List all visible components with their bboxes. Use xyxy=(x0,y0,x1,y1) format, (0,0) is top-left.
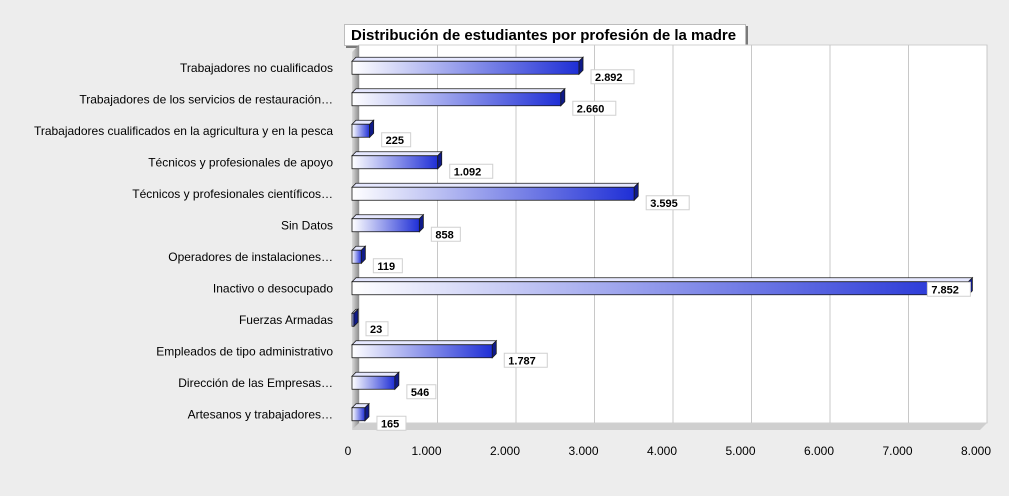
bar-top xyxy=(351,214,425,220)
x-tick-label: 5.000 xyxy=(725,444,755,458)
bar xyxy=(351,92,562,107)
category-label: Técnicos y profesionales de apoyo xyxy=(148,155,333,169)
bar xyxy=(351,186,635,201)
value-label-box xyxy=(449,163,494,179)
bar xyxy=(351,375,396,390)
category-label: Trabajadores de los servicios de restaur… xyxy=(79,92,333,106)
category-label: Artesanos y trabajadores… xyxy=(188,407,333,421)
bar-side xyxy=(633,182,639,202)
value-label: 23 xyxy=(370,324,382,336)
bar-top xyxy=(351,371,400,377)
category-label: Inactivo o desocupado xyxy=(213,281,333,295)
value-label-box xyxy=(381,132,412,148)
bar-top xyxy=(351,151,443,157)
bar xyxy=(351,344,493,359)
bar-side xyxy=(353,308,359,328)
plot-left-wall xyxy=(352,45,359,430)
x-tick-label: 3.000 xyxy=(568,444,598,458)
value-label-box xyxy=(365,321,389,337)
bar xyxy=(351,60,580,75)
bar xyxy=(351,123,371,138)
value-label: 1.092 xyxy=(454,166,482,178)
bar-side xyxy=(364,402,370,422)
x-tick-label: 0 xyxy=(345,444,352,458)
value-label: 2.660 xyxy=(577,103,605,115)
category-label: Empleados de tipo administrativo xyxy=(156,344,333,358)
value-label-box xyxy=(503,352,548,368)
x-tick-label: 7.000 xyxy=(882,444,912,458)
category-label: Técnicos y profesionales científicos… xyxy=(132,187,333,201)
category-label: Dirección de las Empresas… xyxy=(178,376,333,390)
category-label: Fuerzas Armadas xyxy=(239,313,333,327)
value-label: 225 xyxy=(386,135,404,147)
chart-title: Distribución de estudiantes por profesió… xyxy=(344,24,746,46)
bar-side xyxy=(578,56,584,76)
category-label: Trabajadores cualificados en la agricult… xyxy=(34,124,333,138)
value-label: 165 xyxy=(381,418,399,430)
value-label-box xyxy=(590,69,635,85)
value-label-box xyxy=(572,100,617,116)
value-label-box xyxy=(372,258,403,274)
bar-top xyxy=(351,88,566,94)
x-tick-label: 4.000 xyxy=(647,444,677,458)
bar-side xyxy=(437,150,443,170)
value-label: 3.595 xyxy=(650,198,678,210)
value-label-box xyxy=(926,281,971,297)
bar xyxy=(351,281,969,296)
x-tick-label: 6.000 xyxy=(804,444,834,458)
bar-top xyxy=(351,277,974,283)
bar-side xyxy=(560,87,566,107)
value-label: 7.852 xyxy=(931,284,959,296)
category-label: Operadores de instalaciones… xyxy=(168,250,333,264)
bar-side xyxy=(491,339,497,359)
category-label: Trabajadores no cualificados xyxy=(180,61,333,75)
bar-top xyxy=(351,182,640,188)
bar xyxy=(351,218,420,233)
category-label: Sin Datos xyxy=(281,218,333,232)
value-label: 546 xyxy=(411,387,429,399)
value-label: 1.787 xyxy=(508,355,536,367)
value-label-box xyxy=(376,415,407,431)
bar-top xyxy=(351,340,498,346)
bar-side xyxy=(360,245,366,265)
x-tick-label: 2.000 xyxy=(490,444,520,458)
value-label: 119 xyxy=(377,261,395,273)
value-label-box xyxy=(406,384,437,400)
bar-side xyxy=(418,213,424,233)
bar xyxy=(351,407,366,422)
x-tick-label: 8.000 xyxy=(961,444,991,458)
bar xyxy=(351,155,439,170)
value-label: 2.892 xyxy=(595,72,623,84)
bar-side xyxy=(369,119,375,139)
value-label-box xyxy=(430,226,461,242)
plot-floor xyxy=(352,423,987,430)
x-tick-label: 1.000 xyxy=(411,444,441,458)
bar xyxy=(351,249,362,264)
bar-side xyxy=(394,371,400,391)
value-label-box xyxy=(645,195,690,211)
bar-top xyxy=(351,56,584,62)
value-label: 858 xyxy=(435,229,453,241)
